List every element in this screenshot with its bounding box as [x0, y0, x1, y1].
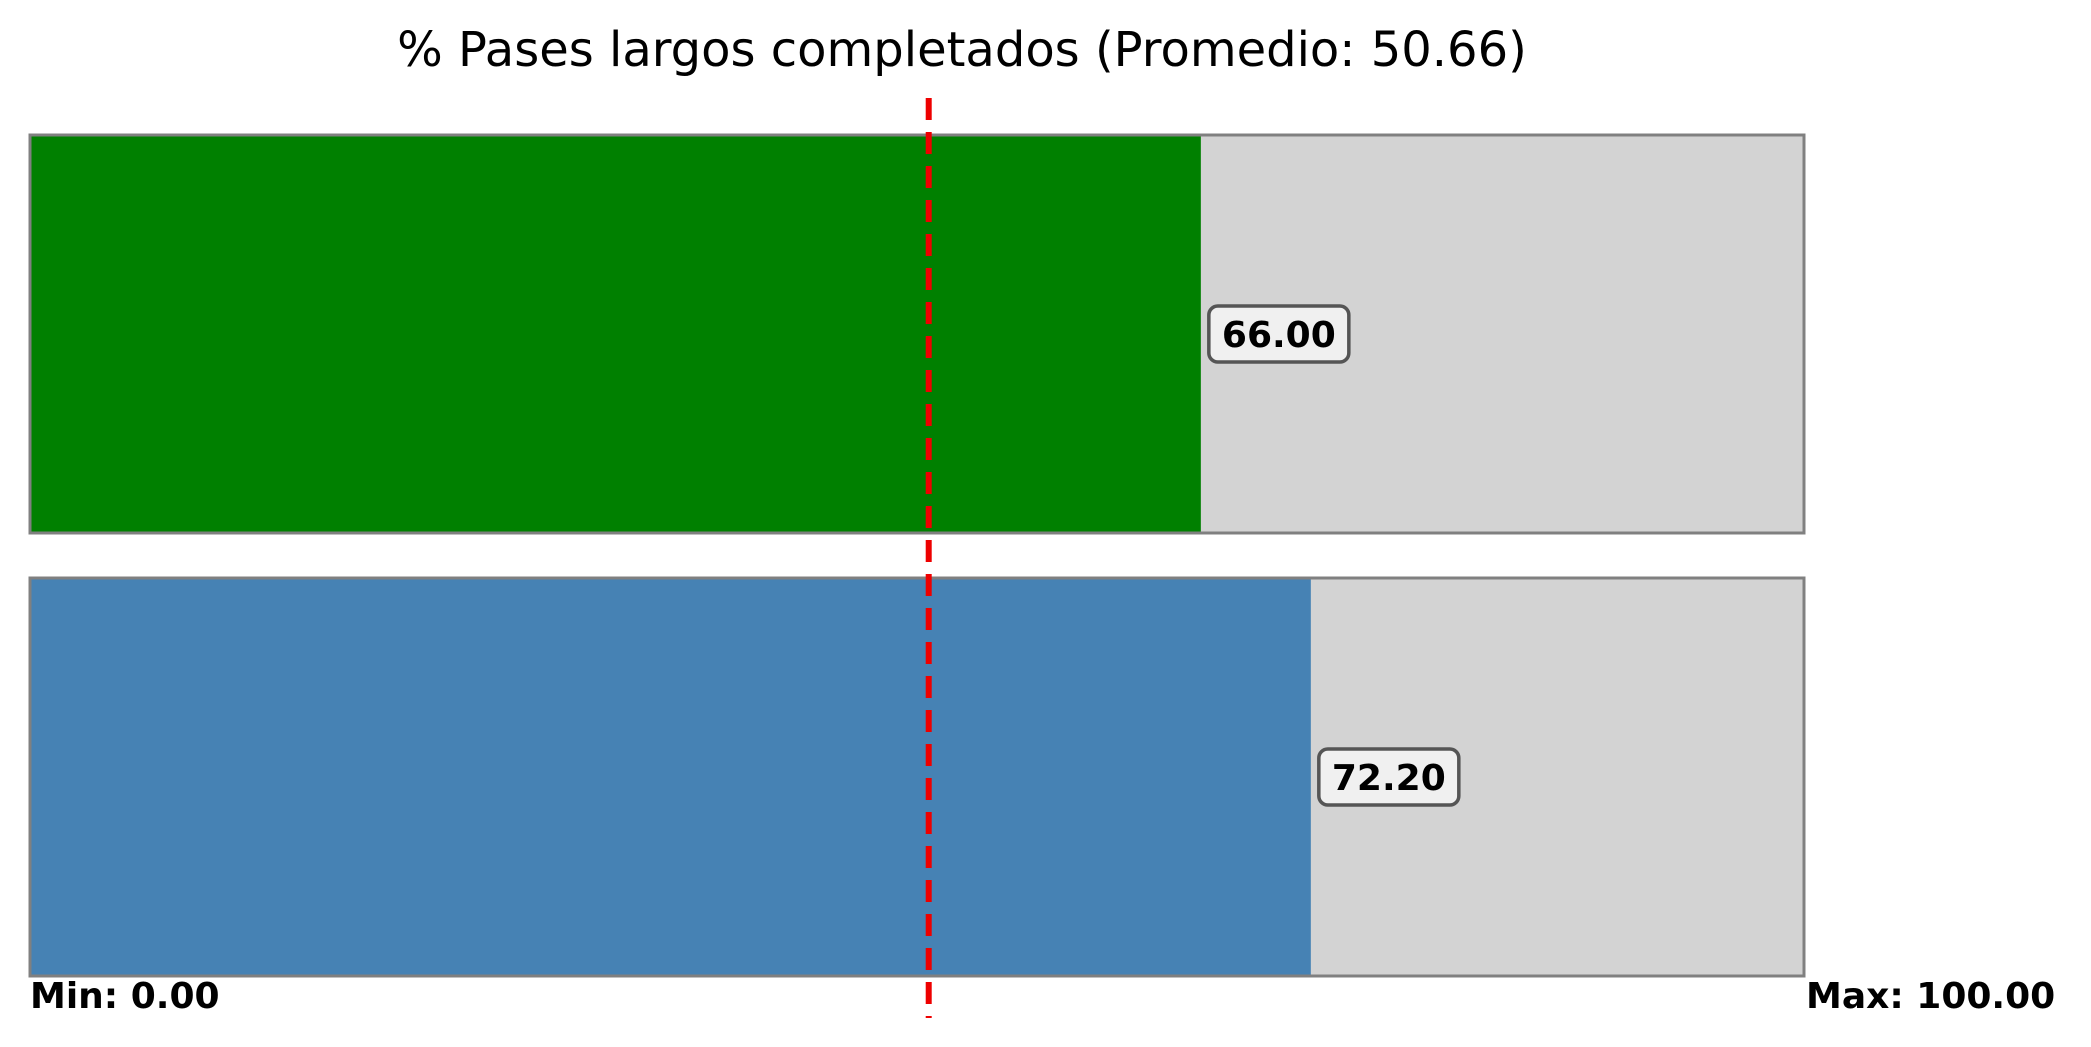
bar-border-2 [28, 576, 1806, 978]
bar-1 [30, 135, 1201, 533]
value-label-1: 66.00 [1222, 315, 1336, 356]
bars-layer [28, 133, 1806, 978]
labels-layer: 66.00 72.20 [1207, 304, 1461, 807]
bar-2 [30, 578, 1311, 976]
value-label-box-1 [1207, 304, 1351, 364]
value-label-2: 72.20 [1332, 758, 1446, 799]
chart-title: % Pases largos completados (Promedio: 50… [397, 22, 1527, 78]
bar-border-1 [28, 133, 1806, 535]
min-label: Min: 0.00 [30, 976, 220, 1017]
max-label: Max: 100.00 [1806, 976, 2055, 1017]
value-label-box-2 [1317, 747, 1461, 807]
